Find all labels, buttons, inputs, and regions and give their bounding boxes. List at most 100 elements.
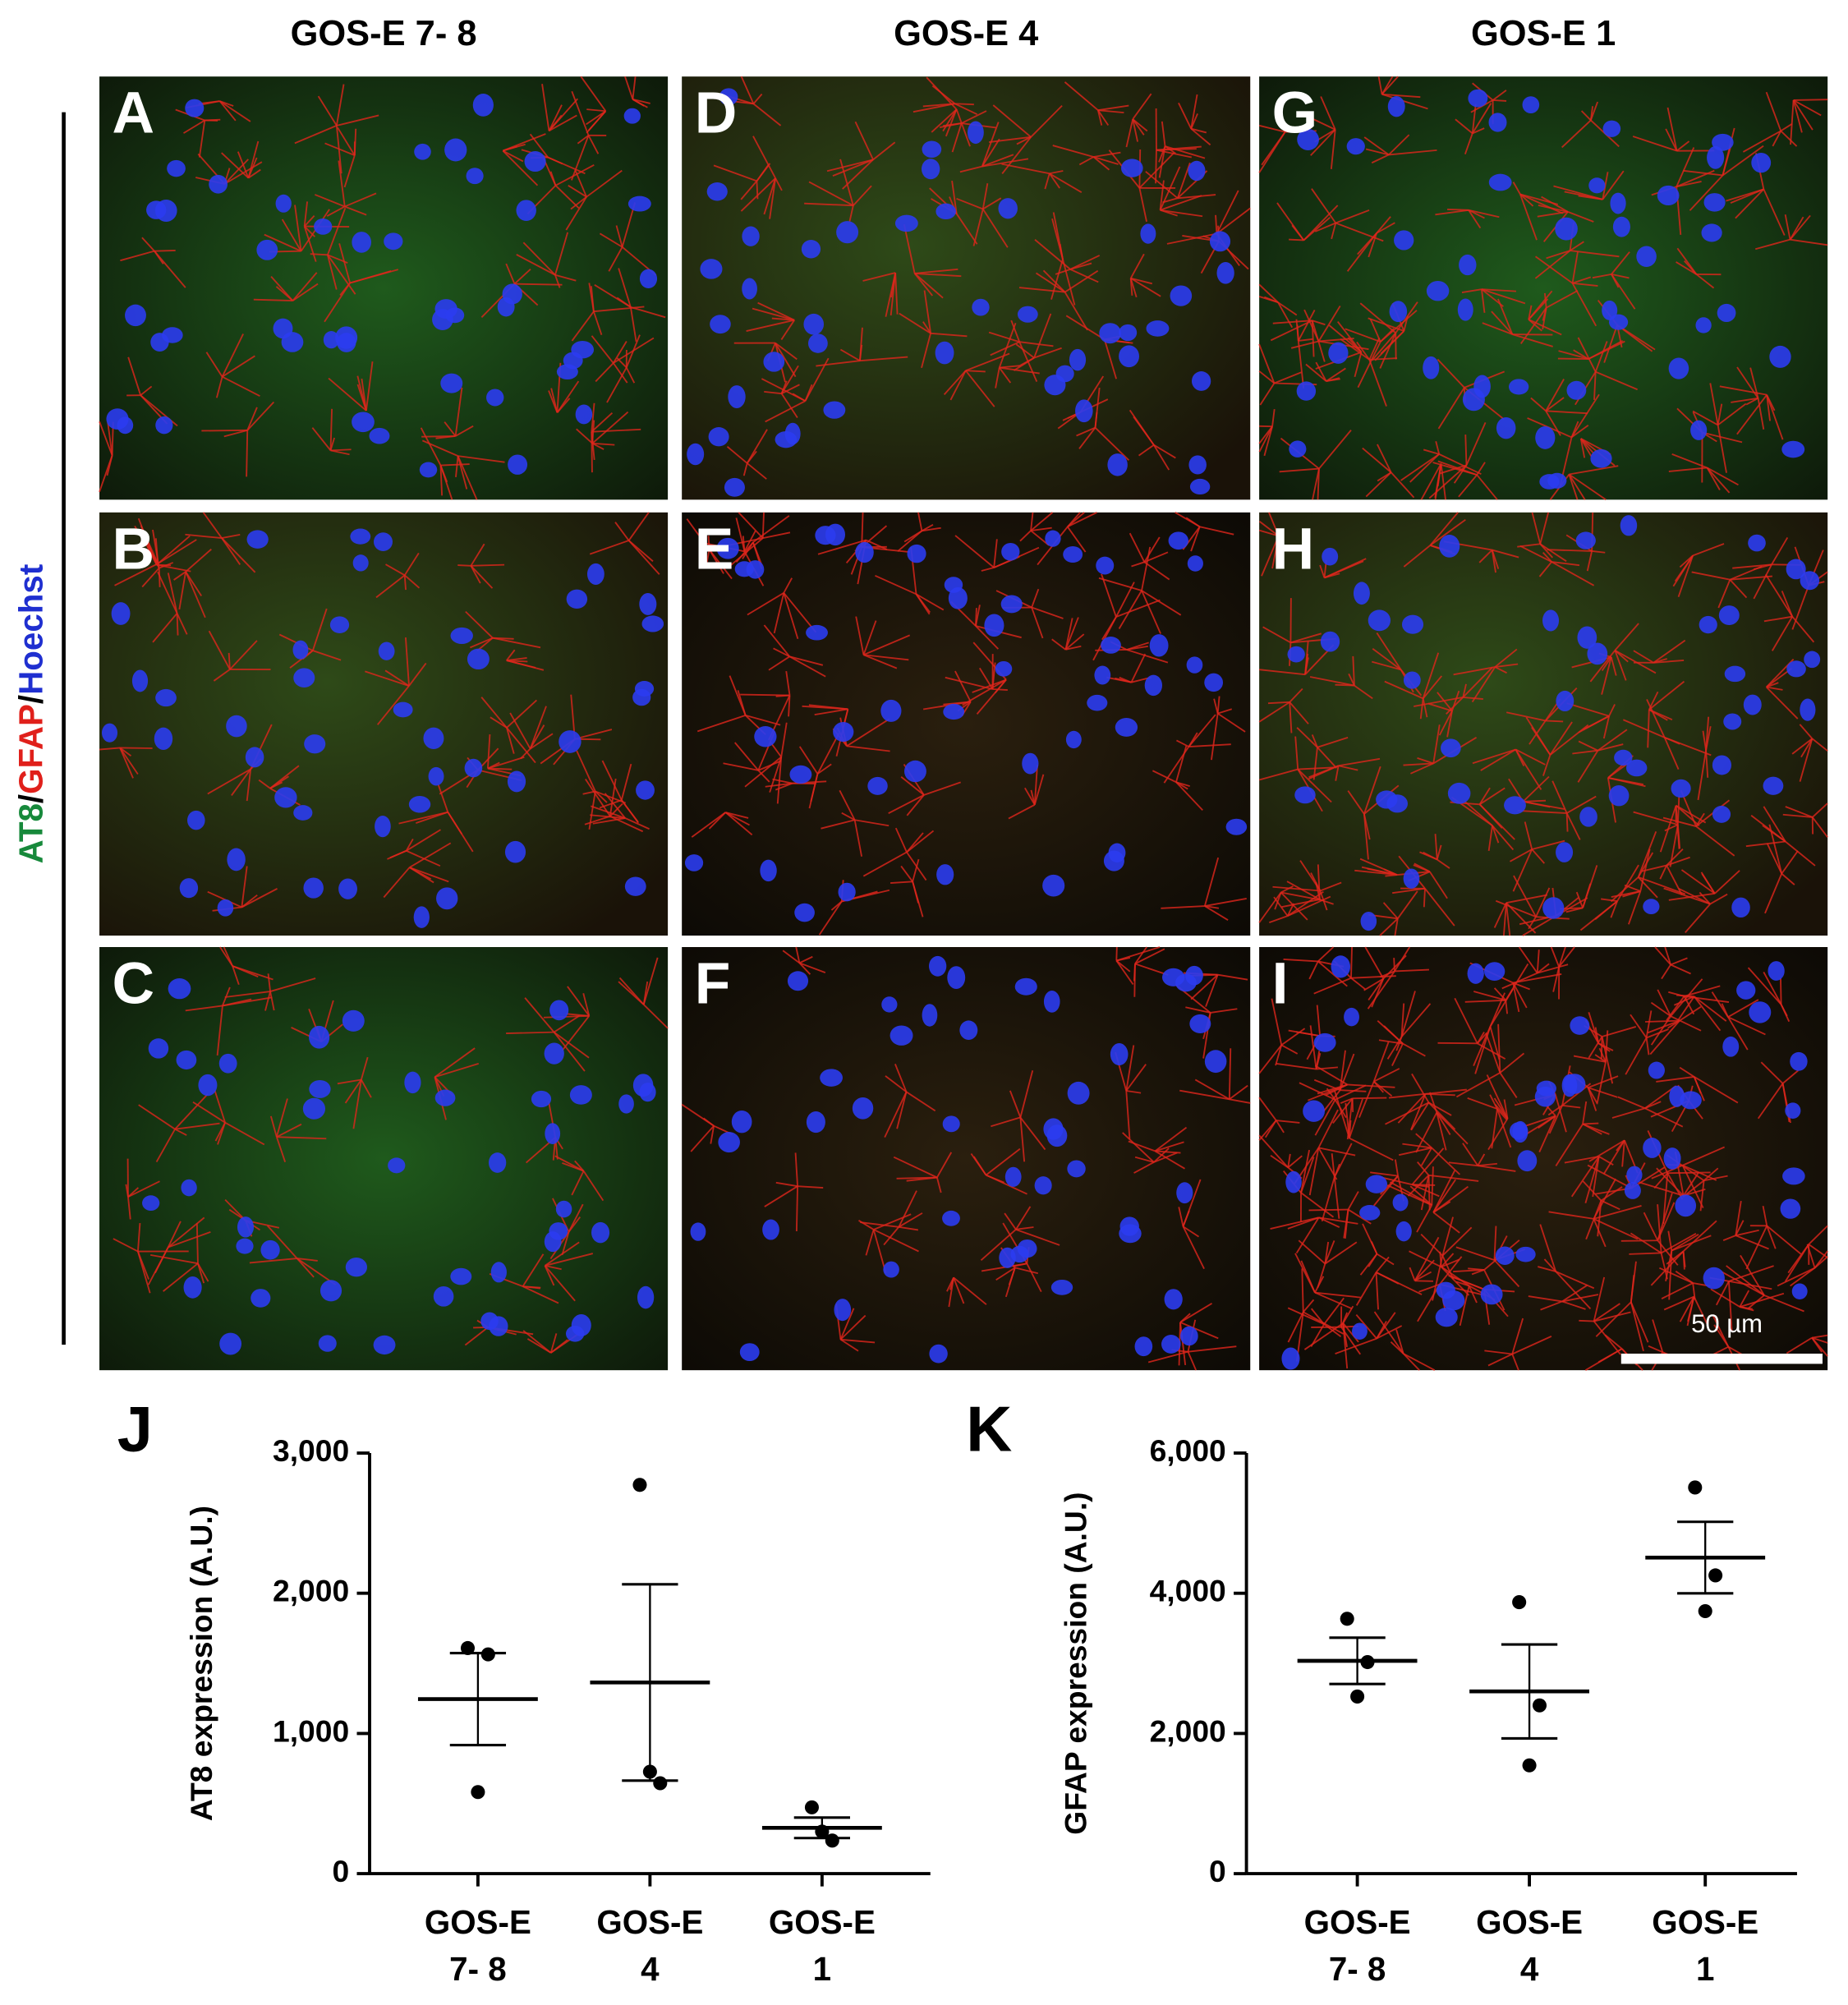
gfap-fiber xyxy=(1019,1117,1026,1162)
gfap-fiber xyxy=(1707,467,1739,486)
gfap-fiber xyxy=(1258,520,1280,537)
gfap-fiber xyxy=(119,747,132,757)
gfap-fiber xyxy=(1437,387,1465,430)
nucleus xyxy=(1296,381,1317,401)
gfap-fiber xyxy=(1693,996,1722,1032)
nucleus xyxy=(1782,1167,1805,1185)
gfap-fiber xyxy=(1371,978,1385,1008)
gfap-fiber xyxy=(1766,1225,1802,1255)
gfap-fiber xyxy=(1317,1263,1326,1289)
nucleus xyxy=(881,996,898,1013)
gfap-fiber xyxy=(1216,696,1221,714)
gfap-fiber xyxy=(156,563,172,567)
gfap-fiber xyxy=(728,537,764,568)
gfap-fiber xyxy=(618,977,645,1005)
gfap-fiber xyxy=(327,207,347,255)
gfap-fiber xyxy=(1347,1208,1372,1225)
nucleus xyxy=(1110,1043,1129,1066)
gfap-fiber xyxy=(752,515,790,543)
gfap-fiber xyxy=(775,694,790,697)
gfap-fiber xyxy=(1216,190,1239,234)
gfap-fiber xyxy=(1644,1085,1677,1109)
gfap-fiber xyxy=(1134,1156,1155,1163)
gfap-fiber xyxy=(208,630,231,670)
nucleus xyxy=(467,648,490,670)
nucleus xyxy=(1344,1007,1359,1027)
gfap-fiber xyxy=(1277,301,1298,316)
gfap-fiber xyxy=(733,100,754,105)
gfap-fiber xyxy=(1354,684,1373,700)
gfap-fiber xyxy=(734,742,759,771)
gfap-fiber xyxy=(931,332,968,338)
gfap-fiber xyxy=(894,273,899,315)
nucleus xyxy=(1515,1246,1536,1262)
gfap-fiber xyxy=(1187,1351,1198,1371)
data-point xyxy=(1708,1568,1723,1583)
gfap-fiber xyxy=(1270,320,1313,342)
x-tick-label: 4 xyxy=(641,1950,660,1988)
gfap-fiber xyxy=(1371,332,1396,361)
gfap-fiber xyxy=(1481,289,1486,313)
nucleus xyxy=(1577,626,1597,649)
y-tick-label: 6,000 xyxy=(1150,1433,1226,1468)
gfap-fiber xyxy=(1030,512,1034,531)
gfap-fiber xyxy=(213,669,231,682)
gfap-fiber xyxy=(1301,1268,1304,1313)
gfap-fiber xyxy=(998,322,1017,368)
gfap-fiber xyxy=(923,290,932,333)
gfap-fiber xyxy=(1429,512,1459,546)
gfap-fiber xyxy=(1258,283,1279,303)
x-tick-label: GOS-E xyxy=(1652,1903,1758,1941)
data-point xyxy=(460,1640,476,1655)
gfap-fiber xyxy=(1377,444,1392,473)
gfap-fiber xyxy=(437,784,449,813)
nucleus xyxy=(1176,1182,1193,1204)
gfap-fiber xyxy=(975,608,977,627)
nucleus xyxy=(922,140,942,159)
gfap-fiber xyxy=(1308,1208,1349,1212)
gfap-fiber xyxy=(1492,90,1507,101)
gfap-fiber xyxy=(1595,370,1639,391)
gfap-fiber xyxy=(1015,1226,1034,1230)
gfap-fiber xyxy=(1359,302,1396,334)
nucleus xyxy=(710,315,731,334)
nucleus xyxy=(935,203,956,220)
gfap-fiber xyxy=(1555,1123,1584,1166)
gfap-fiber xyxy=(1497,1023,1501,1074)
gfap-fiber xyxy=(1190,127,1211,146)
gfap-fiber xyxy=(816,763,832,775)
nucleus xyxy=(209,174,228,194)
nucleus xyxy=(1063,545,1083,563)
gfap-fiber xyxy=(516,254,556,276)
gfap-fiber xyxy=(1375,1272,1379,1310)
gfap-fiber xyxy=(981,138,1000,168)
nucleus xyxy=(1620,515,1638,536)
gfap-fiber xyxy=(1335,1337,1377,1354)
nucleus xyxy=(1346,138,1365,155)
gfap-fiber xyxy=(404,637,410,687)
nucleus xyxy=(1467,963,1484,984)
gfap-fiber xyxy=(1318,338,1354,343)
gfap-fiber xyxy=(1288,1029,1321,1037)
gfap-fiber xyxy=(1496,1108,1512,1148)
gfap-fiber xyxy=(1299,1082,1336,1101)
gfap-fiber xyxy=(1368,359,1387,407)
nucleus xyxy=(293,668,315,688)
gfap-fiber xyxy=(549,114,577,132)
gfap-fiber xyxy=(1258,343,1276,384)
gfap-fiber xyxy=(550,1339,568,1354)
nucleus xyxy=(1180,1326,1198,1346)
gfap-fiber xyxy=(566,1013,590,1017)
nucleus xyxy=(763,352,785,372)
gfap-fiber xyxy=(152,613,178,643)
gfap-fiber xyxy=(1616,324,1653,352)
nucleus xyxy=(1625,759,1648,777)
gfap-fiber xyxy=(158,568,161,587)
gfap-fiber xyxy=(1453,666,1496,676)
gfap-fiber xyxy=(839,348,861,361)
gfap-fiber xyxy=(832,159,874,177)
gfap-fiber xyxy=(149,1253,199,1265)
gfap-fiber xyxy=(1699,891,1711,905)
gfap-fiber xyxy=(1033,765,1038,805)
gfap-fiber xyxy=(1122,1132,1155,1163)
